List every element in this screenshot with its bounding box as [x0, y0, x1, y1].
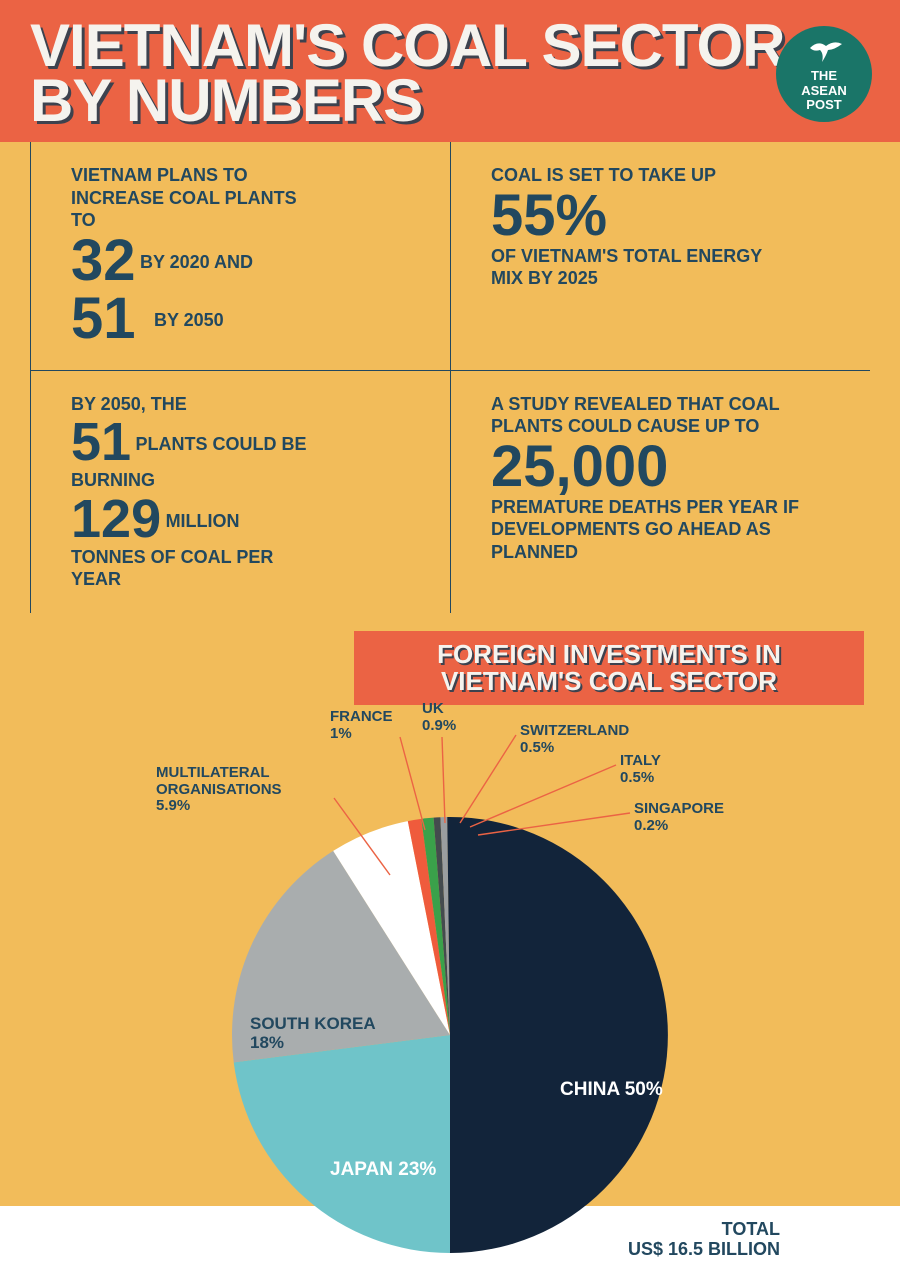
- leader-line: [400, 737, 425, 830]
- total-investment: TOTAL US$ 16.5 BILLION: [628, 1220, 780, 1260]
- pie-outside-label: SWITZERLAND0.5%: [520, 723, 629, 756]
- page-title: VIETNAM'S COAL SECTOR BY NUMBERS: [30, 18, 870, 128]
- pie-slice-label: SOUTH KOREA18%: [250, 1015, 376, 1052]
- header-bar: VIETNAM'S COAL SECTOR BY NUMBERS THE ASE…: [0, 0, 900, 142]
- pie-outside-label: MULTILATERALORGANISATIONS5.9%: [156, 765, 282, 815]
- stat-coal-plants: VIETNAM PLANS TO INCREASE COAL PLANTS TO…: [30, 142, 450, 371]
- pie-slice: [450, 817, 668, 1253]
- hummingbird-icon: [804, 36, 844, 64]
- pie-outside-label: ITALY0.5%: [620, 753, 661, 786]
- pie-outside-label: SINGAPORE0.2%: [634, 801, 724, 834]
- pie-chart: [0, 705, 900, 1265]
- stat-premature-deaths: A STUDY REVEALED THAT COAL PLANTS COULD …: [450, 371, 870, 613]
- pie-outside-label: UK0.9%: [422, 701, 456, 734]
- pie-slice-label: CHINA 50%: [560, 1080, 663, 1101]
- leader-line: [442, 737, 445, 823]
- publisher-logo: THE ASEAN POST: [776, 26, 872, 122]
- chart-title: FOREIGN INVESTMENTS IN VIETNAM'S COAL SE…: [372, 641, 846, 696]
- infographic-page: VIETNAM'S COAL SECTOR BY NUMBERS THE ASE…: [0, 0, 900, 1206]
- pie-slice-label: JAPAN 23%: [330, 1160, 436, 1181]
- stat-coal-burned: BY 2050, THE 51 PLANTS COULD BE BURNING …: [30, 371, 450, 613]
- logo-text: THE ASEAN POST: [801, 36, 847, 112]
- pie-slice: [234, 1035, 450, 1253]
- stat-energy-mix: COAL IS SET TO TAKE UP 55% OF VIETNAM'S …: [450, 142, 870, 371]
- pie-outside-label: FRANCE1%: [330, 709, 393, 742]
- leader-line: [460, 735, 516, 823]
- stats-grid: VIETNAM PLANS TO INCREASE COAL PLANTS TO…: [0, 142, 900, 613]
- pie-chart-area: CHINA 50% JAPAN 23% SOUTH KOREA18% MULTILAT…: [0, 705, 900, 1265]
- chart-header-bar: FOREIGN INVESTMENTS IN VIETNAM'S COAL SE…: [354, 631, 864, 706]
